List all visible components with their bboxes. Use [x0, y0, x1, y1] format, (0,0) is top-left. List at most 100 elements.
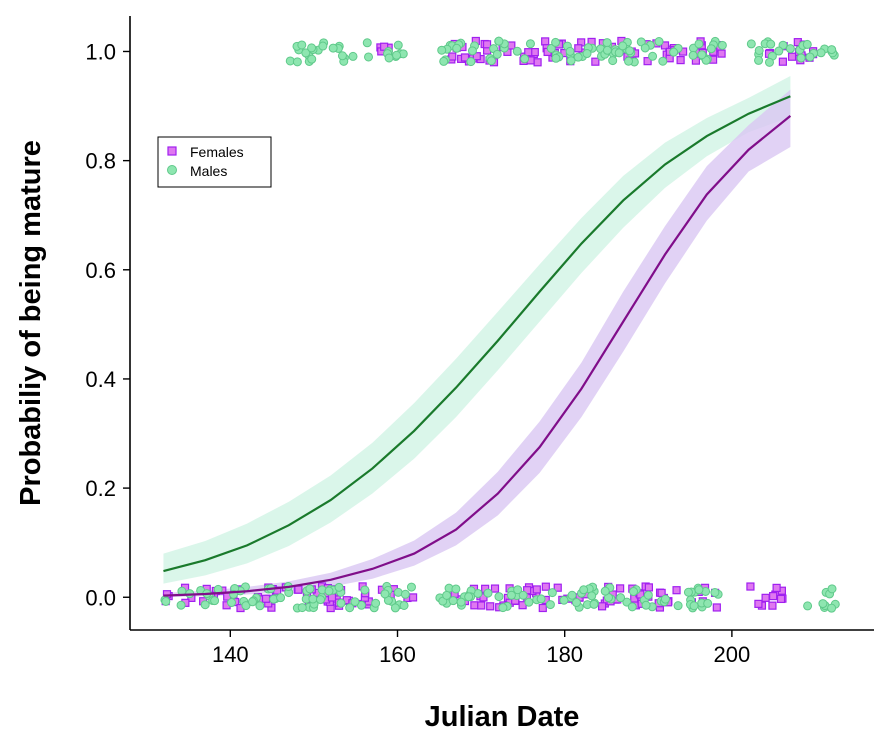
- point-males: [669, 47, 679, 57]
- y-tick-label: 0.2: [85, 476, 116, 501]
- point-males: [336, 598, 346, 608]
- point-females: [754, 599, 763, 608]
- y-tick-label: 0.6: [85, 258, 116, 283]
- point-females: [672, 586, 681, 595]
- legend-marker-males: [167, 165, 177, 175]
- point-males: [467, 46, 477, 56]
- point-males: [337, 51, 347, 61]
- point-males: [551, 37, 561, 47]
- point-males: [694, 585, 704, 595]
- point-males: [360, 585, 370, 595]
- point-males: [602, 38, 612, 48]
- point-males: [589, 599, 599, 609]
- x-tick-label: 180: [546, 642, 583, 667]
- point-males: [318, 41, 328, 51]
- y-tick-label: 0.4: [85, 367, 116, 392]
- point-males: [400, 589, 410, 599]
- axes: [129, 16, 874, 631]
- point-females: [597, 602, 607, 611]
- point-males: [380, 589, 390, 599]
- point-males: [393, 40, 403, 50]
- point-males: [297, 603, 307, 613]
- point-males: [292, 57, 302, 67]
- point-females: [261, 594, 271, 603]
- point-males: [802, 39, 812, 49]
- fitted-lines: [163, 95, 792, 597]
- point-females: [676, 56, 685, 65]
- point-males: [255, 601, 265, 611]
- point-males: [627, 602, 637, 612]
- point-males: [547, 588, 557, 598]
- point-males: [227, 598, 237, 608]
- point-females: [530, 47, 539, 57]
- point-males: [334, 582, 344, 592]
- point-males: [683, 587, 693, 597]
- point-females: [524, 48, 533, 57]
- point-males: [307, 43, 317, 53]
- point-males: [608, 56, 618, 66]
- point-males: [587, 591, 597, 601]
- point-males: [307, 54, 317, 64]
- point-males: [518, 590, 528, 600]
- point-males: [545, 600, 555, 610]
- point-females: [717, 49, 726, 58]
- point-males: [456, 597, 466, 607]
- point-males: [803, 601, 813, 611]
- line-females: [163, 115, 792, 597]
- point-males: [276, 593, 286, 603]
- point-females: [761, 593, 770, 602]
- point-males: [345, 603, 355, 613]
- point-males: [571, 598, 581, 608]
- point-males: [625, 46, 635, 56]
- point-females: [769, 592, 778, 601]
- x-axis-title: Julian Date: [425, 701, 580, 733]
- point-females: [643, 57, 652, 66]
- point-males: [437, 45, 447, 55]
- point-males: [176, 600, 186, 610]
- point-males: [688, 50, 698, 60]
- point-males: [348, 51, 358, 61]
- point-males: [710, 588, 720, 598]
- point-males: [301, 48, 311, 58]
- point-females: [657, 588, 666, 598]
- x-ticks: 140 160 180 200: [212, 630, 750, 667]
- point-males: [816, 48, 826, 58]
- point-males: [614, 48, 624, 58]
- band-males: [163, 76, 791, 584]
- point-males: [524, 597, 534, 607]
- point-males: [546, 43, 556, 53]
- point-males: [567, 590, 577, 600]
- point-males: [451, 584, 461, 594]
- point-females: [507, 41, 516, 50]
- point-females: [460, 53, 470, 62]
- point-males: [766, 39, 776, 49]
- y-tick-label: 0.0: [85, 585, 116, 610]
- point-males: [328, 43, 338, 53]
- point-males: [754, 55, 764, 65]
- point-males: [494, 592, 504, 602]
- point-males: [746, 39, 756, 49]
- point-males: [439, 56, 449, 66]
- point-females: [591, 57, 600, 66]
- point-females: [660, 41, 670, 50]
- point-males: [305, 584, 315, 594]
- point-males: [660, 594, 670, 604]
- point-females: [787, 52, 797, 61]
- point-males: [694, 39, 704, 49]
- point-females: [533, 58, 542, 67]
- point-males: [247, 597, 257, 607]
- point-males: [364, 52, 374, 62]
- point-males: [602, 45, 612, 55]
- confidence-bands: [163, 76, 791, 598]
- x-tick-label: 140: [212, 642, 249, 667]
- point-males: [566, 56, 576, 66]
- y-tick-label: 1.0: [85, 39, 116, 64]
- point-males: [654, 36, 664, 46]
- point-males: [827, 45, 837, 55]
- point-males: [764, 57, 774, 67]
- point-males: [618, 41, 628, 51]
- point-males: [384, 53, 394, 63]
- point-males: [774, 46, 784, 56]
- point-females: [482, 40, 492, 49]
- y-tick-label: 0.8: [85, 149, 116, 174]
